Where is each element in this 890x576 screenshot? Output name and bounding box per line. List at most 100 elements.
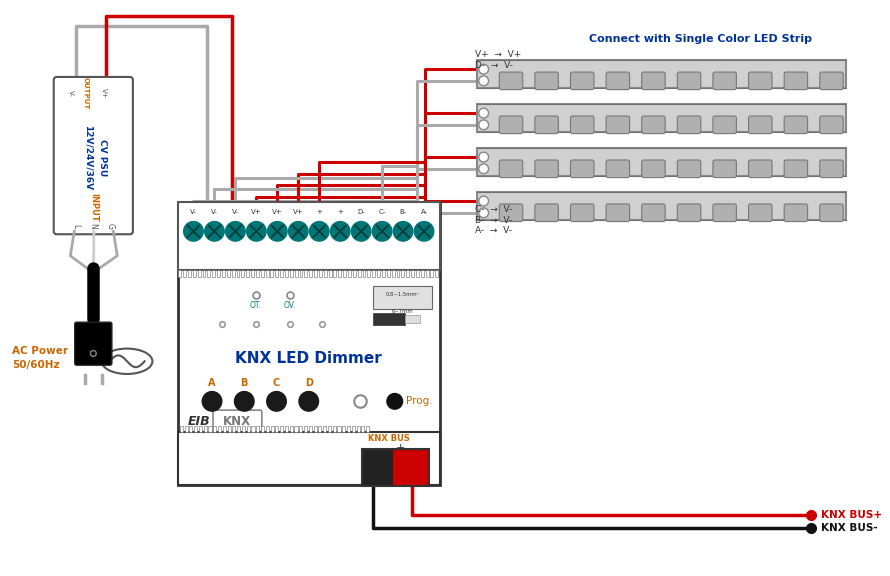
Text: D-  →  V-: D- → V-: [475, 61, 513, 70]
Bar: [178, 431, 440, 486]
Bar: [222, 426, 226, 431]
Bar: [265, 270, 269, 277]
Text: B: B: [240, 378, 248, 388]
Bar: [373, 313, 405, 325]
FancyBboxPatch shape: [606, 72, 629, 90]
Bar: [362, 270, 366, 277]
Bar: [275, 270, 279, 277]
Bar: [405, 315, 420, 323]
Bar: [334, 270, 336, 277]
Bar: [261, 270, 263, 277]
Bar: [406, 270, 409, 277]
Bar: [357, 426, 360, 431]
Text: CV PSU: CV PSU: [98, 139, 107, 177]
Text: Prog.: Prog.: [407, 396, 433, 406]
Bar: [392, 270, 394, 277]
Text: D-: D-: [357, 209, 365, 215]
Bar: [266, 426, 269, 431]
Circle shape: [414, 222, 433, 241]
Bar: [411, 270, 414, 277]
Text: V-: V-: [69, 90, 75, 97]
Bar: [203, 270, 206, 277]
Bar: [477, 60, 846, 88]
FancyBboxPatch shape: [677, 72, 700, 90]
Bar: [344, 270, 346, 277]
Text: G: G: [106, 222, 115, 229]
Bar: [353, 270, 356, 277]
Bar: [421, 270, 424, 277]
Bar: [242, 426, 245, 431]
Text: KNX LED Dimmer: KNX LED Dimmer: [235, 351, 382, 366]
Bar: [477, 148, 846, 176]
FancyBboxPatch shape: [570, 204, 594, 222]
FancyBboxPatch shape: [713, 204, 736, 222]
Bar: [256, 426, 259, 431]
Circle shape: [352, 222, 371, 241]
Circle shape: [288, 222, 308, 241]
Bar: [198, 270, 200, 277]
Text: KNX BUS+: KNX BUS+: [821, 510, 882, 520]
Bar: [184, 426, 188, 431]
FancyBboxPatch shape: [820, 160, 843, 177]
Text: V+: V+: [251, 209, 262, 215]
Circle shape: [267, 392, 287, 411]
Text: OT.: OT.: [250, 301, 262, 309]
Text: 6~7mm: 6~7mm: [392, 309, 413, 314]
Bar: [237, 426, 240, 431]
Circle shape: [479, 164, 489, 174]
Text: A-  →  V-: A- → V-: [475, 226, 512, 235]
Bar: [212, 270, 215, 277]
Bar: [218, 426, 221, 431]
Bar: [392, 450, 428, 486]
Bar: [328, 270, 332, 277]
Text: KNX BUS: KNX BUS: [368, 434, 409, 444]
Bar: [271, 426, 274, 431]
FancyBboxPatch shape: [784, 116, 807, 134]
Bar: [323, 426, 327, 431]
Text: KNX: KNX: [223, 415, 252, 429]
FancyBboxPatch shape: [820, 116, 843, 134]
FancyBboxPatch shape: [820, 72, 843, 90]
Bar: [188, 270, 191, 277]
Bar: [431, 270, 433, 277]
Bar: [324, 270, 327, 277]
Circle shape: [372, 222, 392, 241]
FancyBboxPatch shape: [820, 204, 843, 222]
Bar: [366, 426, 369, 431]
Bar: [361, 426, 365, 431]
Bar: [401, 270, 404, 277]
Bar: [313, 426, 317, 431]
Bar: [222, 270, 225, 277]
FancyBboxPatch shape: [713, 116, 736, 134]
FancyBboxPatch shape: [570, 160, 594, 177]
Bar: [295, 270, 297, 277]
Text: V+: V+: [293, 209, 303, 215]
FancyBboxPatch shape: [784, 204, 807, 222]
Text: +: +: [316, 209, 322, 215]
Bar: [256, 270, 259, 277]
Circle shape: [330, 222, 350, 241]
Bar: [180, 426, 182, 431]
Text: 12V/24V/36V: 12V/24V/36V: [84, 126, 93, 191]
Bar: [228, 426, 231, 431]
Circle shape: [268, 222, 287, 241]
Bar: [337, 426, 341, 431]
Bar: [314, 270, 317, 277]
Text: OUTPUT: OUTPUT: [83, 77, 89, 110]
Text: B-: B-: [400, 209, 407, 215]
FancyBboxPatch shape: [570, 116, 594, 134]
Bar: [280, 270, 283, 277]
Text: A-: A-: [420, 209, 427, 215]
FancyBboxPatch shape: [784, 160, 807, 177]
Circle shape: [205, 222, 224, 241]
FancyBboxPatch shape: [606, 116, 629, 134]
Bar: [373, 286, 432, 309]
FancyBboxPatch shape: [642, 116, 665, 134]
Text: C-: C-: [378, 209, 385, 215]
FancyBboxPatch shape: [713, 72, 736, 90]
Bar: [387, 270, 390, 277]
Bar: [207, 270, 210, 277]
Text: -: -: [374, 443, 378, 453]
FancyBboxPatch shape: [499, 72, 522, 90]
Circle shape: [234, 392, 254, 411]
